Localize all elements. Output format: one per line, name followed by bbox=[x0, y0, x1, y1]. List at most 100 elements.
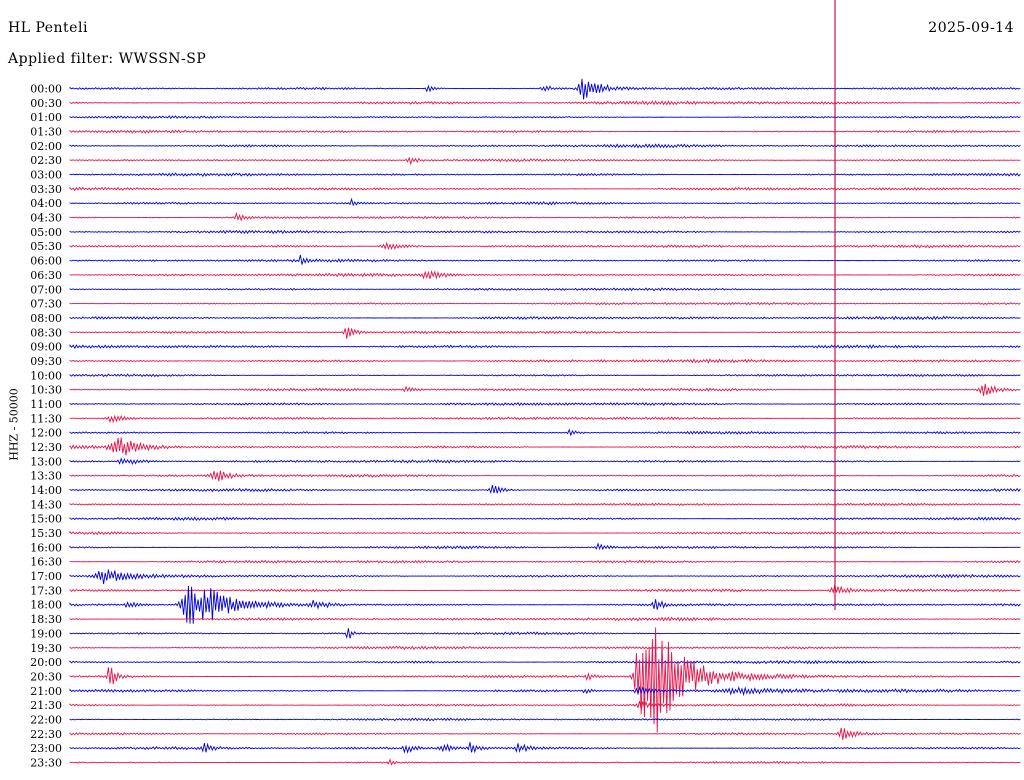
trace-path bbox=[69, 344, 1021, 350]
trace-path bbox=[69, 186, 1021, 192]
trace-time-label: 14:00 bbox=[30, 484, 62, 497]
trace-path bbox=[69, 301, 1021, 306]
trace-time-label: 07:30 bbox=[30, 298, 62, 311]
trace-path bbox=[69, 516, 1021, 522]
trace-path bbox=[69, 502, 1021, 507]
trace-path bbox=[69, 717, 1021, 722]
trace-time-label: 21:00 bbox=[30, 685, 62, 698]
trace-path bbox=[69, 143, 1021, 149]
trace-path bbox=[69, 627, 1021, 733]
trace-path bbox=[69, 742, 1021, 754]
trace-time-label: 01:30 bbox=[30, 126, 62, 139]
trace-path bbox=[69, 229, 1021, 235]
trace-time-label: 11:30 bbox=[30, 412, 62, 425]
trace-time-label: 19:00 bbox=[30, 627, 62, 640]
trace-path bbox=[69, 700, 1021, 710]
trace-path bbox=[69, 542, 1021, 551]
trace-time-label: 09:30 bbox=[30, 355, 62, 368]
trace-path bbox=[69, 470, 1021, 482]
trace-time-label: 17:30 bbox=[30, 584, 62, 597]
trace-time-label: 03:00 bbox=[30, 169, 62, 182]
trace-time-label: 10:00 bbox=[30, 369, 62, 382]
trace-path bbox=[69, 241, 1021, 251]
trace-time-label: 05:00 bbox=[30, 226, 62, 239]
trace-path bbox=[69, 758, 1021, 766]
trace-path bbox=[69, 727, 1021, 740]
trace-time-label: 12:30 bbox=[30, 441, 62, 454]
trace-path bbox=[69, 327, 1021, 339]
trace-time-label: 23:30 bbox=[30, 756, 62, 769]
trace-path bbox=[69, 659, 1021, 665]
trace-time-label: 22:30 bbox=[30, 728, 62, 741]
trace-time-label: 08:00 bbox=[30, 312, 62, 325]
trace-path bbox=[69, 569, 1021, 585]
trace-path bbox=[69, 414, 1021, 424]
trace-path bbox=[69, 585, 1021, 624]
trace-path bbox=[69, 358, 1021, 364]
trace-time-label: 16:00 bbox=[30, 541, 62, 554]
trace-path bbox=[69, 373, 1021, 378]
trace-path bbox=[69, 428, 1021, 437]
trace-time-label: 11:00 bbox=[30, 398, 62, 411]
trace-path bbox=[69, 287, 1021, 292]
trace-time-label: 17:00 bbox=[30, 570, 62, 583]
trace-time-label: 18:30 bbox=[30, 613, 62, 626]
date-label: 2025-09-14 bbox=[928, 20, 1014, 36]
trace-time-label: 14:30 bbox=[30, 498, 62, 511]
trace-path bbox=[69, 530, 1021, 536]
trace-time-label: 10:30 bbox=[30, 384, 62, 397]
trace-path bbox=[69, 645, 1021, 651]
trace-time-label: 20:00 bbox=[30, 656, 62, 669]
trace-path bbox=[69, 457, 1021, 465]
trace-path bbox=[69, 129, 1021, 134]
trace-path bbox=[69, 100, 1021, 106]
trace-path bbox=[69, 485, 1021, 494]
trace-time-label: 04:00 bbox=[30, 197, 62, 210]
trace-path bbox=[69, 628, 1021, 640]
trace-path bbox=[69, 78, 1021, 100]
filter-label: Applied filter: WWSSN-SP bbox=[8, 51, 207, 67]
trace-time-label: 00:00 bbox=[30, 83, 62, 96]
trace-path bbox=[69, 616, 1021, 622]
trace-path bbox=[69, 115, 1021, 120]
trace-time-label: 23:00 bbox=[30, 742, 62, 755]
trace-time-label: 18:00 bbox=[30, 599, 62, 612]
trace-time-label: 22:00 bbox=[30, 713, 62, 726]
trace-time-label: 04:30 bbox=[30, 212, 62, 225]
trace-time-label: 01:00 bbox=[30, 111, 62, 124]
trace-time-label: 03:30 bbox=[30, 183, 62, 196]
trace-path bbox=[69, 437, 1021, 456]
trace-time-label: 13:30 bbox=[30, 470, 62, 483]
trace-path bbox=[69, 211, 1021, 222]
trace-time-label: 19:30 bbox=[30, 642, 62, 655]
trace-time-label: 06:30 bbox=[30, 269, 62, 282]
trace-path bbox=[69, 383, 1021, 396]
trace-time-label: 13:00 bbox=[30, 455, 62, 468]
trace-time-label: 09:00 bbox=[30, 341, 62, 354]
station-title: HL Penteli bbox=[8, 20, 88, 36]
trace-time-label: 02:30 bbox=[30, 154, 62, 167]
trace-time-label: 06:00 bbox=[30, 255, 62, 268]
trace-time-label: 15:00 bbox=[30, 513, 62, 526]
trace-path bbox=[69, 197, 1021, 207]
trace-time-label: 15:30 bbox=[30, 527, 62, 540]
trace-time-label: 07:00 bbox=[30, 283, 62, 296]
trace-path bbox=[69, 559, 1021, 564]
trace-path bbox=[69, 685, 1021, 697]
trace-path bbox=[69, 269, 1021, 280]
trace-path bbox=[69, 172, 1021, 178]
trace-path bbox=[69, 156, 1021, 166]
trace-time-label: 08:30 bbox=[30, 326, 62, 339]
trace-time-label: 12:00 bbox=[30, 427, 62, 440]
trace-path bbox=[69, 315, 1021, 321]
trace-time-label: 05:30 bbox=[30, 240, 62, 253]
trace-time-label: 16:30 bbox=[30, 556, 62, 569]
trace-path bbox=[69, 254, 1021, 265]
trace-path bbox=[69, 584, 1021, 595]
trace-time-label: 21:30 bbox=[30, 699, 62, 712]
trace-time-label: 00:30 bbox=[30, 97, 62, 110]
trace-time-label: 20:30 bbox=[30, 670, 62, 683]
trace-path bbox=[69, 401, 1021, 407]
